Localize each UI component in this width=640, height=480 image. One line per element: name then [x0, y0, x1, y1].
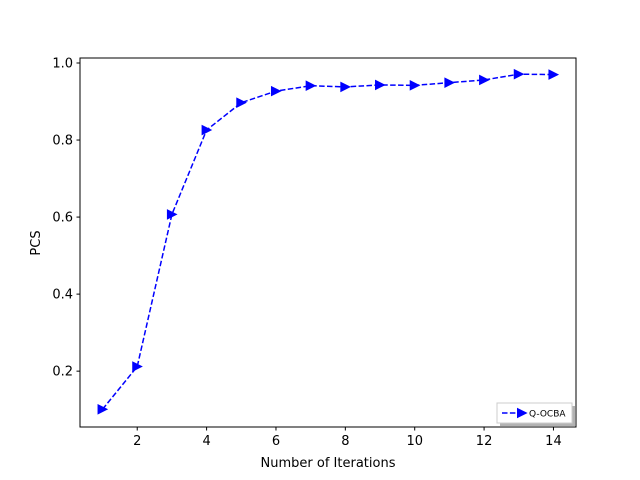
x-tick-label: 2	[133, 434, 141, 449]
y-axis-ticks: 0.2 0.4 0.6 0.8 1.0	[52, 57, 80, 380]
legend: Q-OCBA	[496, 402, 575, 426]
y-tick-label: 0.2	[52, 365, 73, 380]
x-tick-label: 14	[545, 434, 562, 449]
data-point	[97, 403, 109, 415]
data-point	[132, 361, 143, 372]
plot-frame	[79, 57, 577, 428]
plot-area	[80, 58, 576, 427]
x-tick-label: 10	[406, 434, 423, 449]
data-point	[201, 124, 213, 136]
y-axis-label: PCS	[29, 230, 44, 255]
y-tick-label: 1.0	[52, 57, 73, 72]
data-point	[409, 80, 421, 91]
axes-layer	[79, 57, 577, 428]
data-point	[166, 209, 178, 220]
legend-frame	[496, 402, 573, 424]
data-point	[479, 74, 490, 86]
x-tick-label: 12	[476, 434, 493, 449]
legend-label-q-ocba: Q-OCBA	[529, 410, 566, 420]
x-axis-label: Number of Iterations	[261, 456, 396, 471]
data-point	[270, 85, 282, 97]
x-tick-label: 6	[272, 434, 280, 449]
data-point	[375, 79, 386, 91]
x-tick-label: 8	[341, 434, 349, 449]
y-tick-label: 0.8	[52, 134, 73, 149]
y-tick-label: 0.6	[52, 211, 73, 226]
data-point	[305, 80, 317, 92]
x-axis-ticks: 2 4 6 8 10 12 14	[133, 427, 562, 449]
data-point	[340, 81, 351, 93]
data-point	[513, 68, 525, 80]
x-tick-label: 4	[202, 434, 210, 449]
y-tick-label: 0.4	[52, 288, 73, 303]
series-line-q-ocba	[101, 73, 554, 410]
data-point	[548, 69, 560, 80]
legend-marker	[517, 407, 528, 419]
series-layer	[97, 68, 560, 415]
data-point	[236, 97, 247, 108]
data-point	[444, 77, 456, 88]
